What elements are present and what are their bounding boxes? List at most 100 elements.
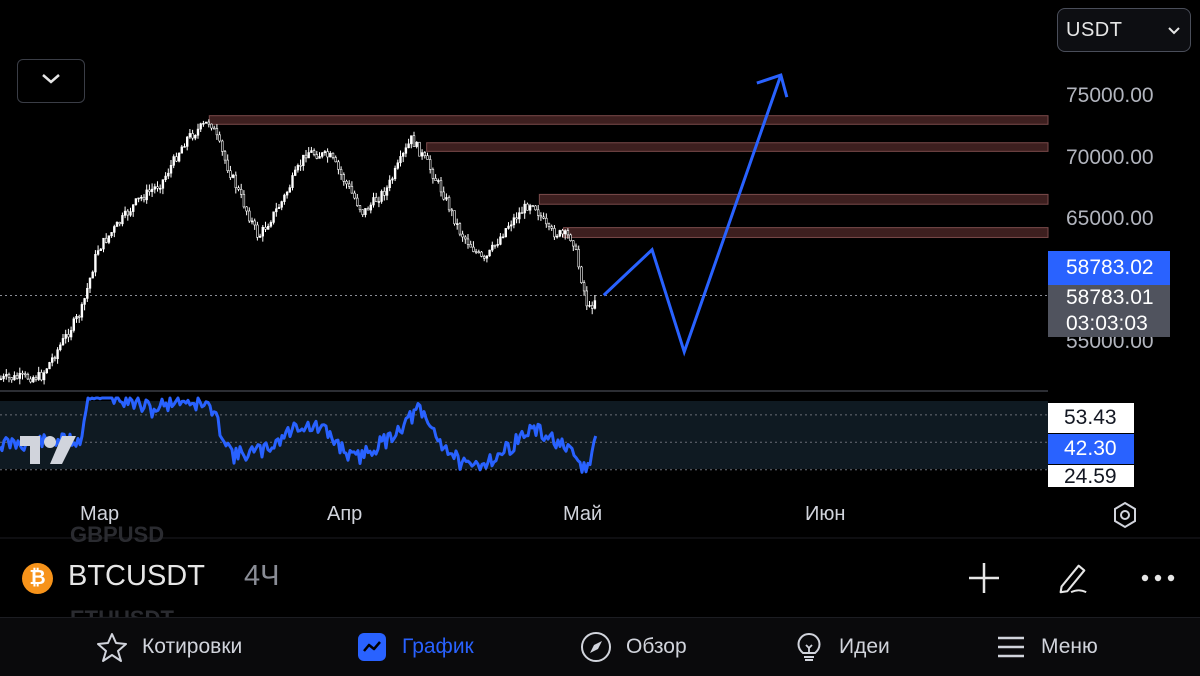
candle-body [23,373,27,376]
candle-body [226,159,229,172]
candle-body [13,375,16,381]
candle-body [180,146,183,154]
candle-body [34,377,38,380]
candle-body [442,191,445,200]
last-price-tag: 58783.02 [1048,251,1170,285]
candle-body [388,179,391,188]
candle-body [512,217,516,226]
candle-body [56,349,59,360]
candle-body [307,152,310,159]
candle-body [194,134,197,139]
candle-body [423,152,426,156]
candle-body [280,201,283,208]
candle-body [518,212,521,220]
more-button[interactable] [1140,560,1176,596]
candle-body [385,187,389,196]
candle-body [42,372,46,381]
candle-body [361,209,364,215]
currency-select[interactable]: USDT [1057,8,1191,52]
nav-item-label: Котировки [142,635,243,658]
rsi-upper-tag: 53.43 [1048,403,1134,433]
projection-arrowhead [756,73,789,98]
candle-body [145,189,148,201]
hexagon-settings-icon [1114,501,1136,529]
candle-body [266,225,270,230]
nav-item-chart[interactable]: График [356,618,474,676]
nav-item-overview[interactable]: Обзор [580,618,687,676]
candle-body [29,378,32,383]
candle-body [323,151,327,154]
resistance-zone [538,193,1049,205]
candle-body [210,123,213,129]
candle-body [320,152,324,157]
candle-body [374,197,378,202]
candle-body [118,221,121,225]
candle-body [509,224,513,227]
candle-body [75,316,78,320]
candle-body [563,230,567,235]
candle-body [283,194,286,202]
candle-body [253,220,256,226]
candle-body [499,236,502,245]
candle-body [534,205,537,211]
time-axis-label: Мар [80,503,120,525]
candle-body [553,228,556,238]
candle-body [466,238,470,245]
candle-body [404,147,408,154]
candle-body [431,169,435,179]
candle-body [310,150,313,153]
collapse-legend-button[interactable] [17,59,85,103]
candle-body [420,152,424,157]
candle-body [88,277,92,289]
price-axis-label: 75000.00 [1066,84,1154,107]
candle-body [434,178,437,181]
candle-body [353,192,356,199]
interval-selector[interactable]: 4Ч [244,560,280,592]
candle-body [585,290,589,307]
nav-item-ideas[interactable]: Идеи [793,618,890,676]
candle-body [256,224,259,238]
candle-body [291,175,294,188]
chart-icon [356,631,388,663]
candle-body [223,151,227,161]
candle-body [21,372,24,375]
candle-body [0,378,3,381]
symbol-name[interactable]: BTCUSDT [68,560,205,592]
lightbulb-icon [793,631,825,663]
candle-body [372,197,375,206]
candle-body [396,162,399,169]
resistance-zone [208,115,1049,125]
price-chart[interactable] [0,0,1200,540]
candle-body [15,375,19,379]
chevron-down-icon [41,72,61,90]
candle-body [455,223,459,225]
candle-body [523,203,526,214]
candle-body [207,121,210,125]
candle-body [410,135,413,145]
candle-body [312,150,316,155]
candle-body [272,211,275,223]
candle-body [401,153,405,157]
nav-item-quotes[interactable]: Котировки [96,618,242,676]
candle-body [474,251,478,253]
candle-body [37,372,40,380]
candle-body [339,169,343,175]
candle-body [91,271,94,279]
candle-body [218,134,221,142]
candle-body [342,174,345,182]
last-price-value: 58783.02 [1066,256,1154,279]
candle-body [248,210,251,222]
candle-body [520,212,524,214]
candle-body [566,230,570,236]
bitcoin-icon: ₿ [22,563,53,594]
candle-body [450,209,453,212]
candle-body [156,186,159,189]
chart-settings-button[interactable] [1110,500,1140,530]
drawing-tools-button[interactable] [1054,560,1090,596]
candle-body [183,146,186,148]
candle-body [215,128,219,136]
nav-item-menu[interactable]: Меню [995,618,1098,676]
candle-body [358,205,362,211]
add-button[interactable] [966,560,1002,596]
time-axis-label: Июн [805,503,846,525]
